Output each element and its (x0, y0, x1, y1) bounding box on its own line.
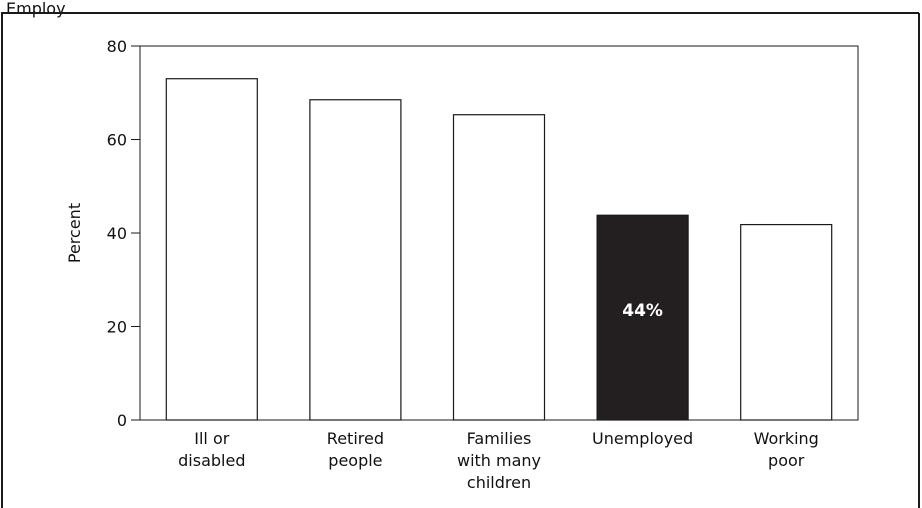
bars: 44% (165, 78, 833, 421)
bar-3 (596, 214, 689, 421)
x-category-label-2-line-2: children (467, 473, 531, 492)
x-category-label-2: Families with many children (457, 429, 541, 492)
x-category-label-0: Ill or disabled (178, 429, 245, 470)
y-tick-label-40: 40 (107, 224, 127, 243)
bar-data-label-3: 44% (622, 301, 663, 321)
x-category-label-2-line-0: Families (467, 429, 532, 448)
x-category-label-0-line-1: disabled (178, 451, 245, 470)
x-category-label-4: Working poor (754, 429, 819, 470)
y-axis-ticks: 0 20 40 60 80 (107, 37, 140, 430)
bar-1 (309, 99, 402, 421)
bar-0 (165, 78, 258, 421)
y-tick-label-80: 80 (107, 37, 127, 56)
x-category-label-4-line-0: Working (754, 429, 819, 448)
y-tick-label-0: 0 (117, 411, 127, 430)
x-category-label-1: Retired people (327, 429, 384, 470)
x-category-label-3: Unemployed (592, 429, 693, 448)
outer-border (1, 12, 920, 508)
x-category-label-2-line-1: with many (457, 451, 541, 470)
header-fragment: Employ (6, 0, 66, 18)
y-axis-title: Percent (65, 203, 84, 263)
x-category-label-0-line-0: Ill or (194, 429, 229, 448)
x-category-label-4-line-1: poor (768, 451, 805, 470)
bar-4 (740, 223, 833, 421)
bar-2 (452, 114, 546, 421)
x-axis-labels: Ill or disabled Retired people Families with … (178, 429, 819, 492)
x-category-label-3-line-0: Unemployed (592, 429, 693, 448)
y-tick-label-20: 20 (107, 318, 127, 337)
y-tick-label-60: 60 (107, 131, 127, 150)
x-category-label-1-line-0: Retired (327, 429, 384, 448)
x-category-label-1-line-1: people (328, 451, 382, 470)
